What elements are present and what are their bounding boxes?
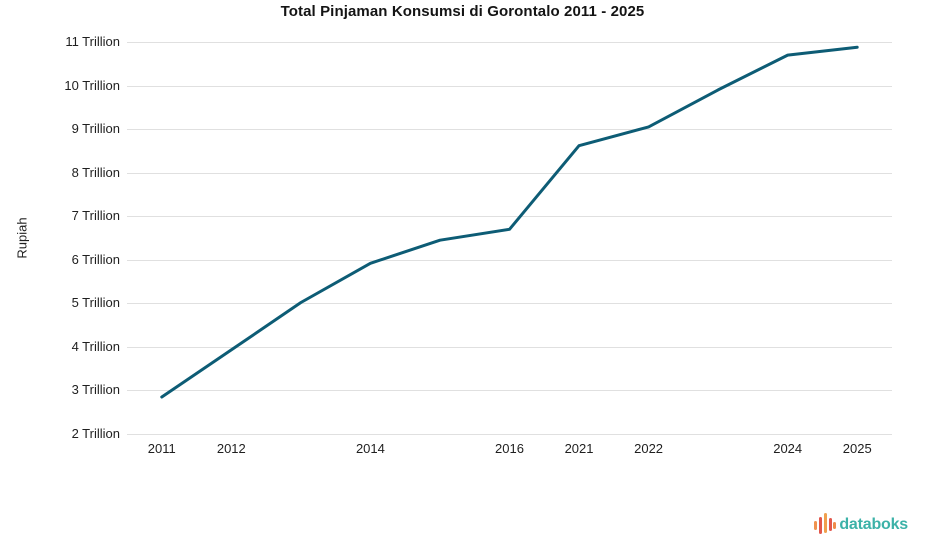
x-axis-tick-label: 2011 [147, 441, 176, 456]
x-axis-tick-label: 2025 [842, 441, 872, 456]
gridline [127, 390, 892, 392]
y-axis-tick-label: 7 Trillion [71, 208, 120, 224]
gridline [127, 259, 892, 261]
y-axis-tick-label: 9 Trillion [71, 121, 120, 137]
gridline [127, 303, 892, 305]
y-axis-tick-label: 3 Trillion [71, 382, 120, 398]
gridline [127, 129, 892, 131]
y-axis-tick-label: 2 Trillion [71, 426, 120, 441]
y-axis-tick-label: 6 Trillion [71, 251, 120, 267]
chart-title: Total Pinjaman Konsumsi di Gorontalo 201… [280, 3, 645, 20]
gridline [127, 216, 892, 218]
trend-line [160, 45, 859, 399]
databoks-logo-text: databoks [839, 516, 908, 533]
gridline [127, 346, 892, 348]
y-axis-tick-label: 8 Trillion [71, 164, 120, 180]
x-axis-tick-label: 2016 [495, 441, 524, 456]
plot-area [127, 42, 892, 435]
databoks-logo: databoks [814, 512, 908, 538]
y-axis-tick-label: 4 Trillion [71, 338, 120, 354]
x-axis-tick-label: 2014 [355, 441, 385, 456]
x-axis-tick-label: 2022 [634, 441, 664, 456]
gridline [127, 172, 892, 174]
gridline [127, 85, 892, 87]
x-axis-tick-label: 2012 [216, 441, 246, 456]
y-axis-tick-label: 11 Trillion [65, 34, 120, 49]
gridline [127, 42, 892, 43]
gridline [127, 434, 892, 435]
line-chart-svg [160, 45, 859, 399]
y-axis-tick-label: 10 Trillion [64, 77, 120, 93]
x-axis-tick-label: 2024 [773, 441, 803, 456]
databoks-logo-icon [814, 513, 837, 534]
y-axis-tick-label: 5 Trillion [71, 295, 120, 311]
x-axis-tick-label: 2021 [564, 441, 594, 456]
